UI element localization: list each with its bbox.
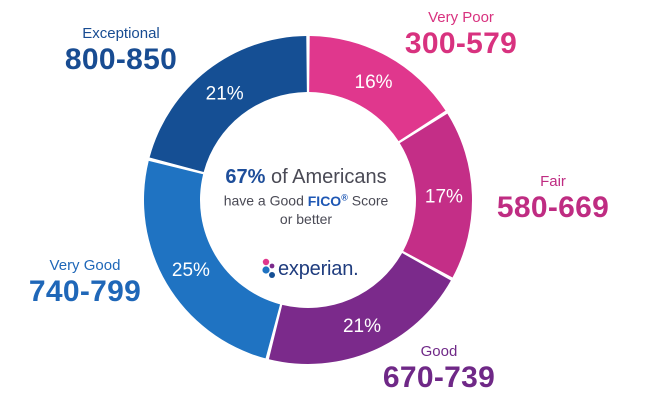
center-line-1-rest: of Americans xyxy=(265,166,387,188)
center-percent: 67% xyxy=(225,166,266,188)
center-line-3: or better xyxy=(279,210,333,227)
slice-value-fair: 17% xyxy=(425,187,463,208)
center-line-2: have a Good FICO® Score xyxy=(206,188,406,210)
slice-value-very-good: 25% xyxy=(172,260,210,281)
experian-dots-icon xyxy=(262,258,275,278)
label-good: Good 670-739 xyxy=(364,344,514,393)
logo-dot xyxy=(262,258,270,266)
center-line-2-after: Score xyxy=(347,192,389,209)
label-very-good: Very Good 740-799 xyxy=(10,258,160,307)
logo-dot xyxy=(269,263,275,269)
label-very-poor-range: 300-579 xyxy=(404,27,518,60)
label-fair-name: Fair xyxy=(540,173,566,190)
label-very-poor: Very Poor 300-579 xyxy=(386,10,536,59)
slice-value-very-poor: 16% xyxy=(355,72,393,93)
slice-good xyxy=(268,253,451,364)
slice-value-exceptional: 21% xyxy=(206,84,244,105)
slice-fair xyxy=(399,113,472,278)
slice-value-good: 21% xyxy=(343,316,381,337)
slice-exceptional xyxy=(149,36,307,173)
label-good-range: 670-739 xyxy=(382,361,496,394)
registered-mark: ® xyxy=(341,192,348,202)
label-very-good-range: 740-799 xyxy=(28,275,142,308)
label-very-poor-name: Very Poor xyxy=(428,9,494,26)
label-exceptional-name: Exceptional xyxy=(82,25,160,42)
center-line-1: 67% of Americans xyxy=(206,166,406,188)
logo-dot xyxy=(269,272,275,278)
center-line-2-before: have a Good xyxy=(223,192,308,209)
slice-very-good xyxy=(143,160,281,359)
label-fair: Fair 580-669 xyxy=(478,174,628,223)
slice-very-poor xyxy=(309,36,446,142)
label-exceptional-range: 800-850 xyxy=(64,43,178,76)
center-summary: 67% of Americans have a Good FICO® Score… xyxy=(206,166,406,228)
logo-dot xyxy=(262,266,270,274)
label-exceptional: Exceptional 800-850 xyxy=(46,26,196,75)
fico-word: FICO xyxy=(307,192,342,209)
experian-logo-word: experian. xyxy=(278,257,359,280)
fico-brand: FICO® xyxy=(307,192,348,209)
label-fair-range: 580-669 xyxy=(496,191,610,224)
label-very-good-name: Very Good xyxy=(49,257,121,274)
experian-logo: experian. xyxy=(262,256,359,282)
label-good-name: Good xyxy=(420,343,458,360)
